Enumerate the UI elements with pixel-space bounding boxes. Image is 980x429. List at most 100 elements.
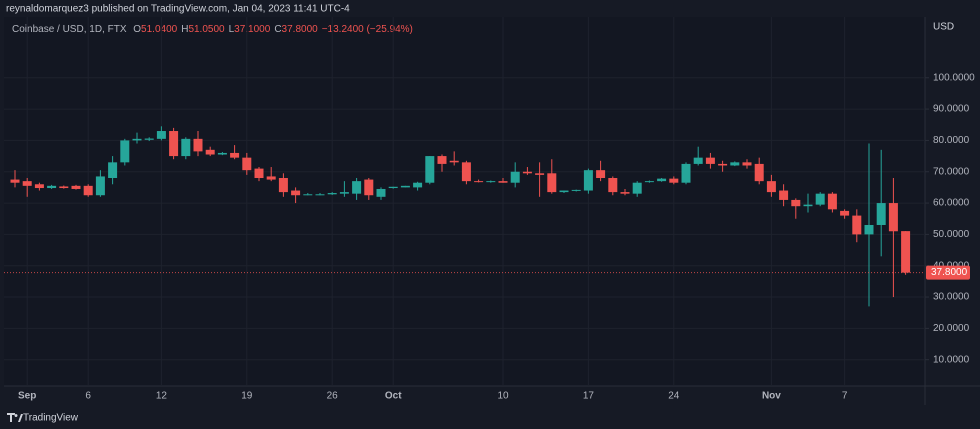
brand: TradingView — [23, 413, 79, 424]
candle-body — [779, 190, 789, 200]
candle-body — [315, 194, 325, 196]
candle-body — [486, 181, 496, 183]
y-tick-label: 100.0000 — [933, 72, 975, 83]
ohlc-value: 37.8000 — [282, 24, 319, 35]
candle-body — [876, 203, 886, 225]
candle-body — [108, 162, 118, 179]
candle-body — [461, 162, 471, 182]
candle-body — [364, 179, 374, 196]
candle-body — [10, 179, 20, 183]
candle-body — [498, 181, 508, 183]
candle-body — [669, 178, 679, 183]
candle-body — [266, 176, 276, 180]
candle-body — [303, 194, 313, 196]
x-tick-label: 24 — [668, 391, 680, 402]
ohlc-value: 51.0400 — [141, 24, 178, 35]
candle-body — [449, 160, 459, 163]
x-tick-label: Sep — [18, 391, 36, 402]
x-tick-label: Nov — [762, 391, 781, 402]
candle-body — [596, 170, 606, 179]
candle-body — [864, 224, 874, 235]
candle-body — [535, 173, 545, 175]
candle-body — [120, 140, 130, 163]
y-tick-label: 50.0000 — [933, 229, 970, 240]
candle-body — [901, 231, 911, 273]
last-price-label: 37.8000 — [931, 267, 968, 278]
last-price-badge — [926, 265, 970, 280]
candle-body — [71, 185, 81, 189]
grid — [4, 17, 925, 386]
candle-body — [352, 181, 362, 194]
candle-body — [339, 192, 349, 194]
candle-body — [840, 210, 850, 216]
candle-body — [766, 181, 776, 193]
x-tick-label: 6 — [85, 391, 91, 402]
x-tick-label: 7 — [842, 391, 848, 402]
candle-body — [327, 193, 337, 195]
candle-body — [571, 189, 581, 191]
y-tick-label: 20.0000 — [933, 323, 970, 334]
candle-body — [59, 186, 69, 189]
currency: USD — [933, 22, 954, 33]
y-tick-label: 70.0000 — [933, 166, 970, 177]
candle-body — [608, 178, 618, 193]
candle-body — [388, 186, 398, 189]
candle-body — [193, 138, 203, 152]
x-tick-label: 26 — [327, 391, 339, 402]
candle-body — [376, 188, 386, 197]
candle-body — [291, 190, 301, 196]
candle-body — [34, 184, 44, 189]
candle-body — [718, 163, 728, 166]
candle-body — [583, 170, 593, 191]
ohlc-key: H — [181, 24, 188, 35]
candle-body — [169, 131, 179, 157]
candle-body — [657, 178, 667, 182]
candle-body — [705, 157, 715, 164]
candle-body — [83, 185, 93, 196]
candle-body — [217, 152, 227, 155]
candle-body — [230, 152, 240, 158]
candle-body — [852, 215, 862, 235]
y-tick-label: 80.0000 — [933, 135, 970, 146]
candle-body — [730, 162, 740, 166]
candle-body — [278, 178, 288, 193]
attribution: reynaldomarquez3 published on TradingVie… — [6, 4, 350, 15]
candle-body — [425, 156, 435, 183]
candle-body — [22, 181, 32, 186]
brand-logo — [7, 413, 23, 422]
candle-body — [815, 193, 825, 205]
candles — [10, 126, 911, 307]
candle-body — [437, 156, 447, 164]
ohlc-key: O — [133, 24, 141, 35]
candle-body — [254, 168, 264, 179]
x-tick-label: 17 — [583, 391, 595, 402]
logo-mark — [7, 413, 23, 422]
candle-body — [559, 190, 569, 193]
x-tick-label: 10 — [497, 391, 509, 402]
ohlc-value: 51.0500 — [188, 24, 225, 35]
candle-body — [693, 157, 703, 164]
candle-body — [242, 157, 252, 171]
candle-body — [156, 131, 166, 139]
candle-body — [205, 149, 215, 155]
x-tick-label: 12 — [156, 391, 168, 402]
candle-body — [827, 193, 837, 210]
plot-area — [4, 17, 925, 386]
candle-body — [681, 163, 691, 183]
candle-body — [95, 176, 105, 196]
y-tick-label: 10.0000 — [933, 354, 970, 365]
x-tick-label: 19 — [241, 391, 253, 402]
y-tick-label: 60.0000 — [933, 198, 970, 209]
candle-body — [620, 192, 630, 194]
candle-body — [632, 182, 642, 194]
candle-body — [413, 182, 423, 188]
ohlc-key: C — [274, 24, 281, 35]
y-tick-label: 30.0000 — [933, 292, 970, 303]
candle-body — [888, 203, 898, 232]
candle-body — [510, 171, 520, 183]
ohlc-value: 37.1000 — [234, 24, 271, 35]
ohlc-key: L — [229, 24, 235, 35]
x-tick-label: Oct — [385, 391, 402, 402]
symbol: Coinbase / USD, 1D, FTX — [12, 24, 127, 35]
candle-body — [547, 173, 557, 193]
